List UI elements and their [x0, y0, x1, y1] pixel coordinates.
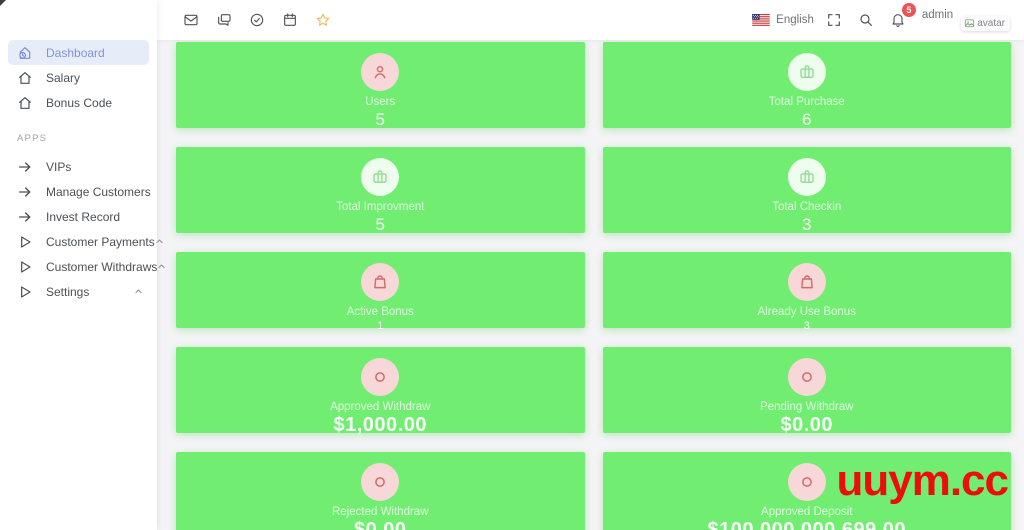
- sidebar-item-label: Dashboard: [46, 45, 105, 60]
- ring-icon: [361, 358, 400, 396]
- dashboard-icon: [16, 44, 33, 61]
- sidebar-item-label: Settings: [46, 284, 90, 299]
- stat-card-active-bonus[interactable]: Active Bonus 1: [176, 252, 585, 332]
- stat-card-label: Approved Withdraw: [330, 401, 431, 413]
- search-icon[interactable]: [854, 8, 878, 32]
- sidebar-item-settings[interactable]: Settings: [8, 279, 149, 304]
- stat-card-label: Already Use Bonus: [757, 306, 856, 318]
- avatar-alt-text: avatar: [977, 17, 1005, 29]
- sidebar-item-label: Customer Payments: [46, 234, 155, 249]
- language-selector[interactable]: English: [752, 14, 814, 26]
- shopping-bag-icon: [361, 263, 400, 301]
- stat-card-rejected-withdraw[interactable]: Rejected Withdraw $0.00: [176, 452, 585, 530]
- calendar-icon[interactable]: [278, 8, 302, 32]
- corner-artifact: [0, 0, 6, 6]
- stat-card-value: 1: [377, 320, 384, 332]
- chevron-up-icon: [134, 287, 143, 296]
- briefcase-icon: [787, 53, 826, 91]
- stat-card-approved-deposit[interactable]: Approved Deposit $100,000,000,699.00: [602, 452, 1011, 530]
- briefcase-icon: [787, 158, 826, 196]
- sidebar-item-manage-customers[interactable]: Manage Customers: [8, 179, 151, 204]
- stat-card-label: Pending Withdraw: [760, 401, 854, 413]
- stat-card-total-purchase[interactable]: Total Purchase 6: [602, 42, 1011, 129]
- user-icon: [361, 53, 400, 91]
- play-outline-icon: [16, 233, 33, 250]
- stat-card-label: Active Bonus: [346, 306, 414, 318]
- stat-card-pending-withdraw[interactable]: Pending Withdraw $0.00: [602, 347, 1011, 436]
- arrow-right-icon: [16, 158, 33, 175]
- sidebar-item-customer-payments[interactable]: Customer Payments: [8, 229, 163, 254]
- stat-card-label: Total Improvment: [336, 201, 425, 213]
- ring-icon: [787, 463, 826, 501]
- sidebar-item-invest-record[interactable]: Invest Record: [8, 204, 149, 229]
- stat-card-label: Rejected Withdraw: [331, 506, 429, 518]
- stat-card-label: Total Checkin: [772, 201, 842, 213]
- arrow-right-icon: [16, 183, 33, 200]
- sidebar-item-vips[interactable]: VIPs: [8, 154, 149, 179]
- us-flag-icon: [752, 14, 770, 26]
- stat-card-label: Users: [365, 96, 396, 108]
- ring-icon: [361, 463, 400, 501]
- shopping-bag-icon: [787, 263, 826, 301]
- sidebar-item-label: Bonus Code: [46, 95, 113, 110]
- sidebar-item-label: Invest Record: [46, 209, 121, 224]
- main-content: Users 5 Total Purchase 6 Total Improvmen…: [157, 40, 1024, 530]
- fullscreen-icon[interactable]: [822, 8, 846, 32]
- language-label: English: [776, 14, 814, 26]
- notifications-bell-icon[interactable]: 5: [886, 3, 916, 32]
- broken-image-icon: [965, 18, 975, 27]
- sidebar-item-dashboard[interactable]: Dashboard: [8, 40, 149, 65]
- stat-card-label: Approved Deposit: [761, 506, 853, 518]
- stat-card-already-use-bonus[interactable]: Already Use Bonus 3: [602, 252, 1011, 332]
- star-icon[interactable]: [311, 8, 335, 32]
- topbar-shortcut-icons: [179, 8, 335, 32]
- stat-card-value: 5: [375, 110, 385, 129]
- stat-card-value: $100,000,000,699.00: [707, 519, 907, 530]
- check-circle-icon[interactable]: [245, 8, 269, 32]
- stat-card-total-improvment[interactable]: Total Improvment 5: [176, 147, 585, 234]
- stat-card-value: 3: [803, 320, 810, 332]
- chevron-up-icon: [155, 237, 164, 246]
- stat-card-label: Total Purchase: [768, 96, 845, 108]
- stat-card-approved-withdraw[interactable]: Approved Withdraw $1,000.00: [176, 347, 585, 436]
- sidebar-item-label: Manage Customers: [46, 184, 151, 199]
- sidebar-item-bonus-code[interactable]: Bonus Code: [8, 90, 149, 115]
- sidebar-item-customer-withdraws[interactable]: Customer Withdraws: [8, 254, 165, 279]
- briefcase-icon: [361, 158, 400, 196]
- ring-icon: [787, 358, 826, 396]
- sidebar: Dashboard Salary Bonus Code APPS VIPs: [0, 0, 165, 530]
- mail-icon[interactable]: [179, 8, 203, 32]
- stat-card-users[interactable]: Users 5: [176, 42, 585, 129]
- stat-card-value: 5: [375, 215, 385, 234]
- topbar: English 5 admin avatar: [157, 0, 1024, 40]
- avatar[interactable]: avatar: [961, 15, 1010, 31]
- stat-card-value: $0.00: [780, 414, 834, 436]
- stats-grid: Users 5 Total Purchase 6 Total Improvmen…: [176, 42, 1011, 530]
- sidebar-section-apps: APPS: [17, 133, 48, 144]
- username-label: admin: [921, 9, 954, 21]
- home-icon: [16, 94, 33, 111]
- chevron-up-icon: [157, 262, 166, 271]
- stat-card-value: 3: [802, 215, 812, 234]
- sidebar-item-label: VIPs: [46, 159, 72, 174]
- stat-card-value: 6: [802, 110, 812, 129]
- sidebar-item-label: Customer Withdraws: [46, 259, 158, 274]
- sidebar-item-salary[interactable]: Salary: [8, 65, 149, 90]
- sidebar-item-label: Salary: [46, 70, 81, 85]
- play-outline-icon: [16, 283, 33, 300]
- play-outline-icon: [16, 258, 33, 275]
- stat-card-total-checkin[interactable]: Total Checkin 3: [602, 147, 1011, 234]
- stat-card-value: $1,000.00: [333, 414, 427, 436]
- topbar-right: English 5 admin avatar: [752, 3, 1010, 32]
- arrow-right-icon: [16, 208, 33, 225]
- stat-card-value: $0.00: [353, 519, 407, 530]
- notification-badge: 5: [901, 3, 916, 17]
- chat-icon[interactable]: [212, 8, 236, 32]
- home-icon: [16, 69, 33, 86]
